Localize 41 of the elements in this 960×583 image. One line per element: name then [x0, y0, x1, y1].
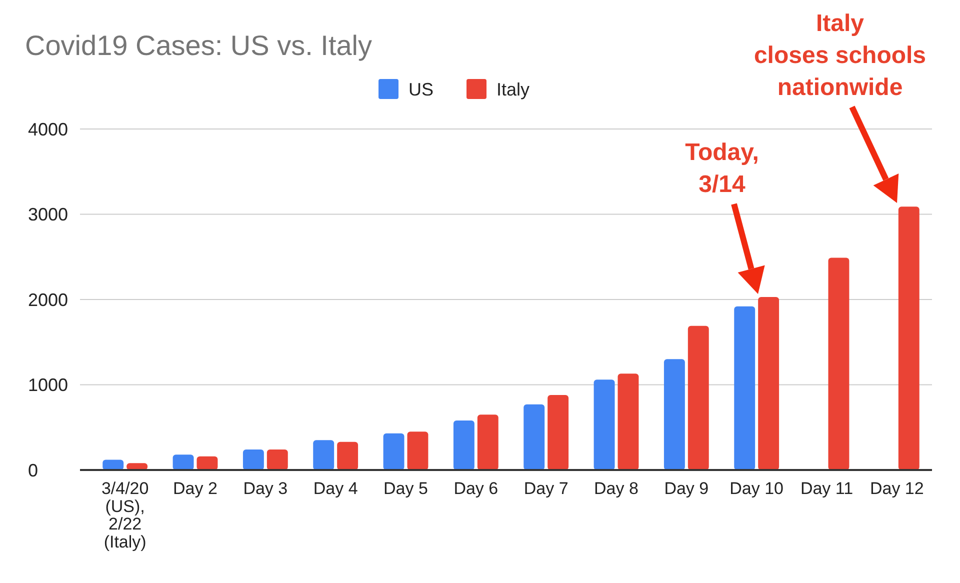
bar [664, 359, 685, 470]
x-tick-label: Day 2 [173, 479, 218, 498]
bar [898, 206, 920, 470]
legend-label: US [408, 79, 434, 100]
y-tick-label: 0 [28, 460, 38, 480]
bar [383, 433, 404, 470]
x-tick-label: Day 3 [243, 479, 288, 498]
bar [407, 432, 428, 470]
bar [524, 404, 545, 470]
y-tick-label: 3000 [28, 204, 68, 225]
x-tick-label: Day 12 [870, 479, 924, 498]
bar [758, 296, 780, 470]
bar [266, 450, 288, 470]
x-tick-label: Day 9 [664, 479, 709, 498]
annotation: Today, 3/14 [685, 139, 759, 198]
bar [734, 306, 756, 470]
bar [828, 258, 850, 470]
bar [242, 450, 264, 470]
bar [337, 442, 358, 470]
x-tick-label: Day 10 [730, 479, 784, 498]
bar [618, 374, 639, 470]
bar [688, 326, 709, 470]
x-tick-label: Day 6 [454, 479, 498, 498]
bar [313, 440, 334, 470]
y-tick-label: 2000 [28, 290, 68, 310]
bar [548, 394, 569, 470]
x-tick-label: Day 4 [313, 479, 358, 498]
x-tick-label: 3/4/20 (US), 2/22 (Italy) [101, 479, 149, 552]
text: Italy closes schools nationwide [754, 10, 926, 101]
chart-title: Covid19 Cases: US vs. Italy [25, 30, 372, 61]
x-tick-label: Day 5 [384, 479, 428, 498]
x-tick-label: Day 11 [800, 479, 854, 498]
legend-label: Italy [496, 79, 530, 100]
bar [477, 414, 498, 470]
bar [453, 420, 474, 470]
bar [172, 454, 194, 470]
x-tick-label: Day 8 [594, 479, 638, 498]
bar [594, 380, 615, 470]
y-tick-label: 4000 [28, 119, 68, 140]
y-tick-label: 1000 [28, 375, 68, 396]
x-tick-label: Day 7 [524, 479, 568, 498]
